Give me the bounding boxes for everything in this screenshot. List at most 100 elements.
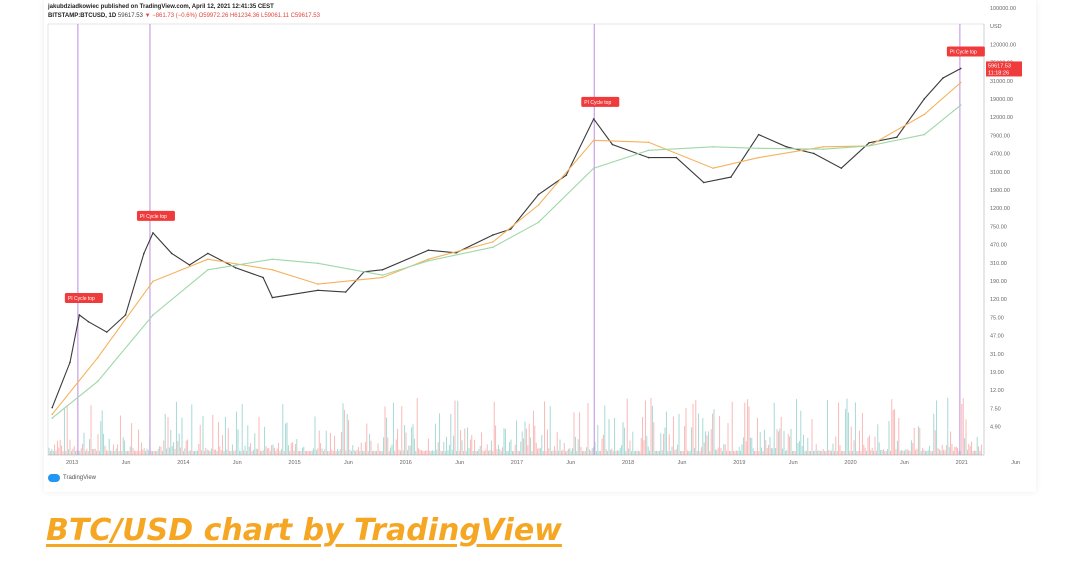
y-tick-label: 310.00 [990, 261, 1007, 267]
data-point [271, 258, 274, 260]
y-tick-label: 120000.00 [990, 42, 1016, 48]
data-point [757, 147, 760, 150]
y-tick-label: 100000.00 [990, 6, 1016, 12]
data-point [106, 331, 108, 333]
last-price-time: 11:18:26 [988, 70, 1009, 76]
x-tick-label: 2017 [511, 460, 523, 466]
x-tick-label: 2019 [733, 460, 745, 466]
data-point [87, 320, 90, 323]
data-point [565, 174, 568, 176]
data-point [152, 232, 154, 234]
x-tick-label: Jun [900, 460, 909, 466]
data-point [959, 81, 962, 84]
publisher-text: jakubdziadkowiec published on TradingVie… [48, 4, 274, 10]
data-point [51, 413, 54, 416]
data-point [344, 291, 347, 293]
cycle-top-badge [64, 292, 103, 303]
data-point [188, 264, 191, 266]
data-point [207, 258, 209, 260]
y-tick-label: 1900.00 [990, 188, 1010, 194]
data-point [381, 276, 384, 279]
data-point [271, 296, 274, 299]
chart-caption[interactable]: BTC/USD chart by TradingView [46, 513, 562, 548]
x-tick-label: 2016 [400, 460, 412, 466]
y-tick-label: 31.00 [990, 352, 1004, 358]
data-point [152, 280, 154, 283]
data-point [712, 146, 714, 148]
last-price-marker [986, 61, 1022, 77]
data-point [868, 145, 870, 147]
data-point [959, 104, 962, 106]
y-tick-label: 75.00 [990, 315, 1004, 321]
chart-card: jakubdziadkowiec published on TradingVie… [44, 0, 1036, 492]
data-point [427, 249, 430, 252]
cycle-top-badge [946, 46, 985, 57]
data-point [647, 141, 650, 144]
data-point [813, 152, 815, 155]
data-point [840, 167, 843, 169]
price-change: ▼ −861.73 (−0.6%) [144, 13, 197, 19]
y-tick-label: 3100.00 [990, 170, 1010, 176]
data-point [785, 146, 788, 148]
data-point [611, 143, 614, 146]
plot-frame [47, 23, 985, 456]
cloud-icon [48, 474, 60, 482]
y-tick-label: 4.90 [990, 425, 1001, 431]
y-tick-label: 190.00 [990, 279, 1007, 285]
symbol-name: BITSTAMP:BTCUSD, 1D [48, 13, 117, 19]
last-price-label: 59617.53 [988, 63, 1011, 69]
y-tick-label: 4700.00 [990, 152, 1010, 158]
data-point [537, 193, 540, 196]
x-tick-label: Jun [122, 460, 131, 466]
btc-chart[interactable]: 100000.00USD120000.0075000.0031000.00190… [44, 0, 1036, 470]
x-tick-label: Jun [566, 460, 575, 466]
x-tick-label: 2020 [844, 460, 856, 466]
data-point [822, 148, 825, 151]
x-tick-label: Jun [344, 460, 353, 466]
tradingview-label: TradingView [63, 475, 97, 481]
data-point [234, 266, 237, 269]
data-point [427, 258, 430, 260]
cycle-top-badge [136, 210, 175, 221]
y-tick-label: 470.00 [990, 243, 1007, 249]
y-tick-label: 31000.00 [990, 79, 1013, 85]
y-tick-label: 120.00 [990, 297, 1007, 303]
tradingview-brand[interactable]: TradingView [48, 474, 96, 482]
x-tick-label: Jun [233, 460, 242, 466]
high-value: H61234.36 [229, 13, 260, 19]
data-point [509, 228, 512, 230]
data-point [381, 268, 384, 271]
cycle-top-label: PI Cycle top [68, 296, 95, 302]
data-point [78, 314, 81, 316]
data-point [923, 133, 926, 136]
data-point [96, 356, 99, 359]
price-line [51, 68, 962, 408]
x-tick-label: Jun [789, 460, 798, 466]
data-point [959, 67, 962, 70]
data-point [69, 361, 71, 364]
cycle-top-label: PI Cycle top [950, 49, 977, 55]
x-tick-label: Jun [1011, 460, 1020, 466]
data-point [822, 146, 825, 148]
cycle-top-label: PI Cycle top [140, 214, 167, 220]
data-point [51, 417, 54, 419]
data-point [381, 274, 384, 276]
close-value: C59617.53 [290, 13, 320, 19]
data-point [170, 252, 173, 255]
y-tick-label: 12000.00 [990, 115, 1013, 121]
last-price: 59617.53 [117, 13, 143, 19]
x-tick-label: 2014 [177, 460, 189, 466]
data-point [757, 133, 760, 136]
x-tick-label: 2018 [622, 460, 634, 466]
data-point [124, 314, 127, 316]
data-point [923, 113, 926, 116]
y-tick-label: USD [990, 24, 1002, 30]
data-point [702, 181, 705, 184]
data-point [675, 156, 678, 159]
data-point [592, 167, 595, 169]
data-point [923, 98, 926, 100]
data-point [492, 234, 494, 236]
symbol-line: BITSTAMP:BTCUSD, 1D 59617.53 ▼ −861.73 (… [48, 13, 320, 19]
x-tick-label: 2013 [66, 460, 78, 466]
data-point [152, 314, 154, 316]
